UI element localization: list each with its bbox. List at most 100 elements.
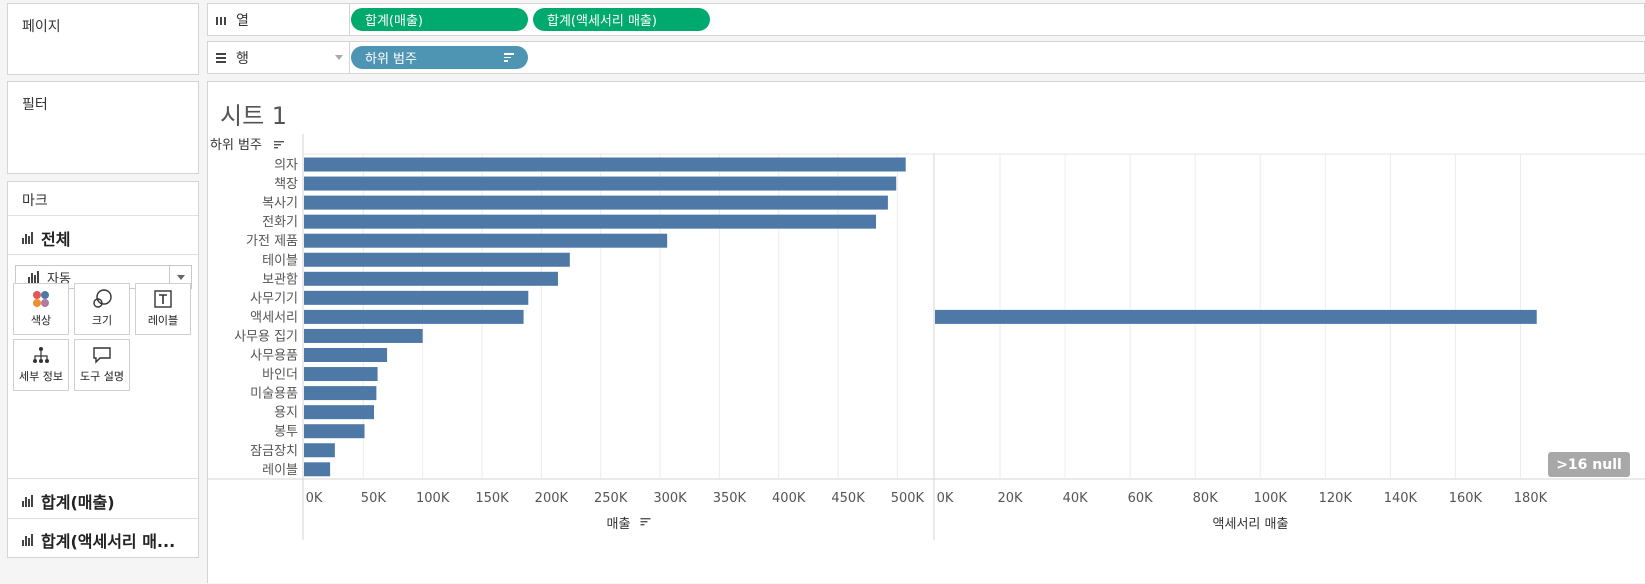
label-button[interactable]: 레이블 bbox=[135, 283, 191, 335]
color-label: 색상 bbox=[30, 314, 52, 327]
category-label: 의자 bbox=[274, 158, 298, 173]
bar bbox=[304, 328, 423, 343]
columns-shelf-label: 열 bbox=[208, 4, 350, 35]
bar bbox=[304, 367, 378, 382]
category-label: 테이블 bbox=[262, 253, 298, 268]
bar-chart-icon bbox=[22, 232, 33, 244]
bar bbox=[304, 443, 335, 458]
row-pill-subcategory[interactable]: 하위 범주 bbox=[351, 46, 528, 69]
bar bbox=[304, 348, 388, 362]
bar-chart-icon bbox=[28, 271, 39, 283]
x-tick-label: 80K bbox=[1193, 491, 1219, 506]
bar bbox=[304, 214, 877, 229]
pages-title: 페이지 bbox=[22, 19, 61, 35]
category-label: 용지 bbox=[274, 406, 298, 421]
viz-area: 시트 1 하위 범주 0K 50K 100K 150K 200K 250K 300K 350K 4… bbox=[207, 81, 1645, 583]
bar bbox=[304, 290, 529, 305]
measure-sales-tab[interactable]: 합계(매출) bbox=[22, 489, 115, 513]
category-label: 책장 bbox=[274, 177, 298, 192]
columns-shelf[interactable]: 열 합계(매출) 합계(액세서리 매출) bbox=[207, 3, 1645, 36]
row-pill-label: 하위 범주 bbox=[365, 52, 417, 67]
category-label: 봉투 bbox=[274, 425, 298, 440]
columns-icon bbox=[216, 14, 226, 25]
category-label: 복사기 bbox=[262, 196, 298, 211]
size-button[interactable]: 크기 bbox=[74, 283, 130, 335]
category-label: 레이블 bbox=[262, 463, 298, 478]
column-pill-accessory-sales[interactable]: 합계(액세서리 매출) bbox=[533, 8, 710, 31]
label-icon bbox=[136, 284, 190, 314]
bar bbox=[304, 195, 888, 210]
pages-card[interactable]: 페이지 bbox=[7, 3, 199, 75]
measure-accessory-tab[interactable]: 합계(액세서리 매... bbox=[22, 528, 175, 552]
bar bbox=[304, 233, 668, 248]
color-button[interactable]: 색상 bbox=[13, 283, 69, 335]
x-tick-label: 100K bbox=[416, 491, 450, 506]
null-indicator[interactable]: >16 null bbox=[1548, 452, 1630, 477]
category-label: 잠금장치 bbox=[250, 444, 298, 459]
bar bbox=[304, 462, 331, 477]
x-tick-label: 60K bbox=[1128, 491, 1154, 506]
marks-all-label: 전체 bbox=[41, 230, 71, 249]
category-label: 사무용 집기 bbox=[234, 329, 298, 344]
measure-sales-label: 합계(매출) bbox=[41, 493, 115, 512]
sort-icon bbox=[504, 53, 514, 62]
x-tick-label: 140K bbox=[1384, 491, 1418, 506]
chevron-down-icon[interactable] bbox=[335, 55, 343, 60]
size-icon bbox=[75, 284, 129, 314]
label-label: 레이블 bbox=[147, 314, 179, 327]
marks-all-tab[interactable]: 전체 bbox=[22, 226, 70, 250]
x-axis-title: 액세서리 매출 bbox=[1213, 517, 1289, 532]
column-pill-sales[interactable]: 합계(매출) bbox=[351, 8, 528, 31]
rows-shelf-label: 행 bbox=[208, 42, 350, 73]
x-tick-label: 350K bbox=[713, 491, 747, 506]
x-tick-label: 150K bbox=[475, 491, 509, 506]
measure-accessory-label: 합계(액세서리 매... bbox=[41, 532, 176, 551]
x-axis-title: 매출 bbox=[607, 517, 631, 532]
x-tick-label: 400K bbox=[772, 491, 806, 506]
x-tick-label: 450K bbox=[831, 491, 865, 506]
rows-shelf[interactable]: 행 하위 범주 bbox=[207, 41, 1645, 74]
x-tick-label: 500K bbox=[891, 491, 925, 506]
bar bbox=[304, 176, 897, 191]
x-tick-label: 40K bbox=[1063, 491, 1089, 506]
color-icon bbox=[14, 284, 68, 314]
x-tick-label: 160K bbox=[1449, 491, 1483, 506]
x-tick-label: 0K bbox=[306, 491, 323, 506]
tooltip-button[interactable]: 도구 설명 bbox=[74, 339, 130, 391]
mark-type-value: 자동 bbox=[47, 271, 71, 287]
x-tick-label: 180K bbox=[1514, 491, 1548, 506]
columns-label: 열 bbox=[236, 12, 249, 29]
marks-title: 마크 bbox=[22, 193, 48, 209]
rows-label: 행 bbox=[236, 50, 249, 67]
sort-icon bbox=[640, 518, 651, 526]
detail-icon bbox=[14, 340, 68, 370]
bar bbox=[304, 386, 377, 401]
tooltip-icon bbox=[75, 340, 129, 370]
detail-label: 세부 정보 bbox=[19, 370, 63, 383]
filters-title: 필터 bbox=[22, 97, 48, 113]
x-tick-label: 200K bbox=[535, 491, 569, 506]
x-tick-label: 0K bbox=[937, 491, 954, 506]
sheet-title: 시트 1 bbox=[220, 102, 288, 130]
bar bbox=[304, 405, 375, 420]
size-label: 크기 bbox=[91, 314, 113, 327]
x-tick-label: 20K bbox=[998, 491, 1024, 506]
tooltip-label: 도구 설명 bbox=[80, 370, 124, 383]
chevron-down-icon[interactable] bbox=[169, 266, 191, 288]
x-tick-label: 300K bbox=[653, 491, 687, 506]
x-tick-label: 50K bbox=[361, 491, 387, 506]
bar bbox=[935, 309, 1537, 324]
rows-icon bbox=[216, 52, 226, 63]
bar bbox=[304, 252, 570, 267]
category-label: 미술용품 bbox=[250, 387, 298, 402]
filters-card[interactable]: 필터 bbox=[7, 81, 199, 174]
bar bbox=[304, 424, 365, 439]
bar bbox=[304, 309, 524, 324]
sort-icon bbox=[274, 141, 284, 149]
bar bbox=[304, 157, 906, 172]
category-label: 사무용품 bbox=[250, 349, 298, 364]
x-tick-label: 120K bbox=[1319, 491, 1353, 506]
category-label: 액세서리 bbox=[250, 310, 298, 325]
bar bbox=[304, 271, 558, 286]
detail-button[interactable]: 세부 정보 bbox=[13, 339, 69, 391]
